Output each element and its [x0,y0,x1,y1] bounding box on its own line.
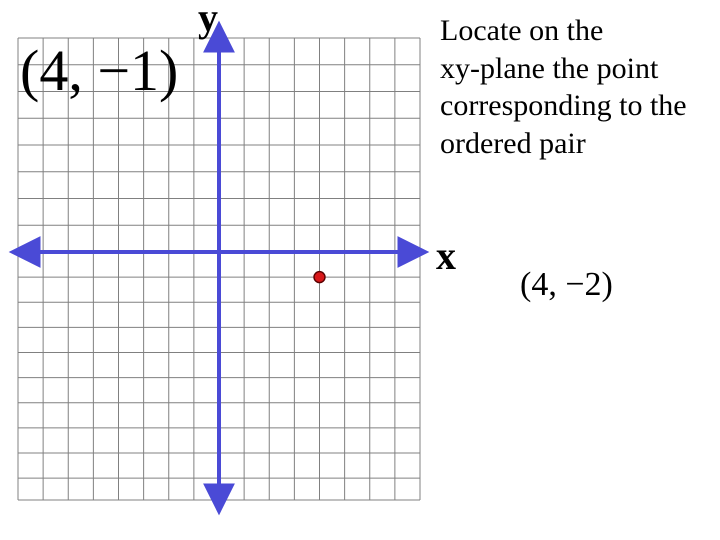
instruction-line: ordered pair [440,125,687,163]
instruction-line: corresponding to the [440,87,687,125]
instruction-line: xy-plane the point [440,50,687,88]
x-axis-label: x [436,236,456,276]
stage: { "canvas": { "width": 720, "height": 54… [0,0,720,540]
large-ordered-pair: (4, −1) [20,42,178,100]
point-marker [314,272,325,283]
small-ordered-pair: (4, −2) [520,268,613,302]
instruction-text: Locate on the xy-plane the point corresp… [440,12,687,162]
y-axis-label: y [198,0,218,38]
instruction-line: Locate on the [440,12,687,50]
